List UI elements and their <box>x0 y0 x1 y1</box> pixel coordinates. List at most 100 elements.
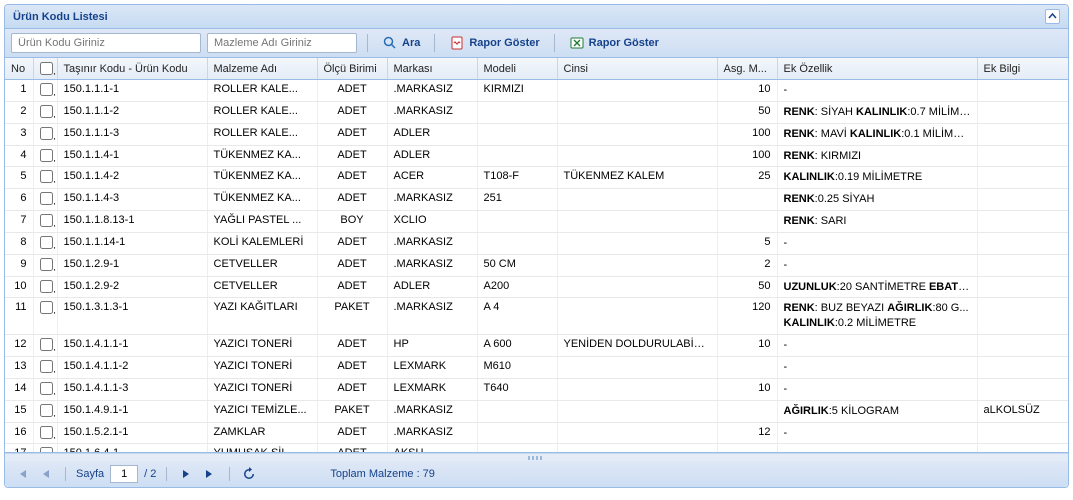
cell-model: 50 CM <box>477 254 557 276</box>
cell-asg <box>717 356 777 378</box>
cell-no: 4 <box>5 145 33 167</box>
row-checkbox[interactable] <box>40 149 53 162</box>
col-asg[interactable]: Asg. M... <box>717 58 777 80</box>
cell-kodu: 150.1.1.4-1 <box>57 145 207 167</box>
first-page-button[interactable] <box>13 465 31 483</box>
report-pdf-button[interactable]: Rapor Göster <box>445 33 543 53</box>
table-row[interactable]: 16150.1.5.2.1-1ZAMKLARADET.MARKASIZ12- <box>5 422 1068 444</box>
cell-bilgi <box>977 123 1068 145</box>
cell-asg: 50 <box>717 101 777 123</box>
cell-ad: YAZI KAĞITLARI <box>207 298 317 335</box>
next-page-button[interactable] <box>177 465 195 483</box>
cell-kodu: 150.1.4.1.1-1 <box>57 335 207 357</box>
row-checkbox[interactable] <box>40 382 53 395</box>
cell-model: A200 <box>477 276 557 298</box>
col-cins[interactable]: Cinsi <box>557 58 717 80</box>
row-checkbox[interactable] <box>40 360 53 373</box>
table-row[interactable]: 4150.1.1.4-1TÜKENMEZ KA...ADETADLER100RE… <box>5 145 1068 167</box>
row-checkbox[interactable] <box>40 214 53 227</box>
table-row[interactable]: 2150.1.1.1-2ROLLER KALE...ADET.MARKASIZ5… <box>5 101 1068 123</box>
cell-ad: TÜKENMEZ KA... <box>207 145 317 167</box>
col-no[interactable]: No <box>5 58 33 80</box>
cell-marka: .MARKASIZ <box>387 254 477 276</box>
table-row[interactable]: 15150.1.4.9.1-1YAZICI TEMİZLE...PAKET.MA… <box>5 400 1068 422</box>
cell-checkbox <box>33 254 57 276</box>
table-row[interactable]: 3150.1.1.1-3ROLLER KALE...ADETADLER100RE… <box>5 123 1068 145</box>
cell-bilgi <box>977 356 1068 378</box>
table-row[interactable]: 5150.1.1.4-2TÜKENMEZ KA...ADETACERT108-F… <box>5 167 1068 189</box>
row-checkbox[interactable] <box>40 404 53 417</box>
cell-checkbox <box>33 298 57 335</box>
row-checkbox[interactable] <box>40 301 53 314</box>
row-checkbox[interactable] <box>40 170 53 183</box>
cell-model <box>477 211 557 233</box>
cell-bilgi <box>977 335 1068 357</box>
cell-olcu: BOY <box>317 211 387 233</box>
refresh-button[interactable] <box>240 465 258 483</box>
product-code-input[interactable] <box>11 33 201 53</box>
cell-no: 16 <box>5 422 33 444</box>
row-checkbox[interactable] <box>40 127 53 140</box>
cell-bilgi <box>977 80 1068 102</box>
row-checkbox[interactable] <box>40 338 53 351</box>
cell-marka: ADLER <box>387 276 477 298</box>
table-row[interactable]: 1150.1.1.1-1ROLLER KALE...ADET.MARKASIZK… <box>5 80 1068 102</box>
cell-ek: UZUNLUK:20 SANTİMETRE EBAT / ... <box>777 276 977 298</box>
grid-scroll[interactable]: No Taşınır Kodu - Ürün Kodu Malzeme Adı … <box>5 58 1068 453</box>
select-all-checkbox[interactable] <box>40 62 53 75</box>
col-bilgi[interactable]: Ek Bilgi <box>977 58 1068 80</box>
report-pdf-label: Rapor Göster <box>469 37 539 49</box>
cell-marka: ADLER <box>387 145 477 167</box>
table-row[interactable]: 6150.1.1.4-3TÜKENMEZ KA...ADET.MARKASIZ2… <box>5 189 1068 211</box>
table-row[interactable]: 9150.1.2.9-1CETVELLERADET.MARKASIZ50 CM2… <box>5 254 1068 276</box>
row-checkbox[interactable] <box>40 83 53 96</box>
table-row[interactable]: 13150.1.4.1.1-2YAZICI TONERİADETLEXMARKM… <box>5 356 1068 378</box>
page-number-input[interactable] <box>110 465 138 483</box>
row-checkbox[interactable] <box>40 426 53 439</box>
col-model[interactable]: Modeli <box>477 58 557 80</box>
cell-ad: YAZICI TEMİZLE... <box>207 400 317 422</box>
col-olcu[interactable]: Ölçü Birimi <box>317 58 387 80</box>
table-row[interactable]: 10150.1.2.9-2CETVELLERADETADLERA20050UZU… <box>5 276 1068 298</box>
cell-model <box>477 101 557 123</box>
row-checkbox[interactable] <box>40 280 53 293</box>
cell-ad: CETVELLER <box>207 276 317 298</box>
table-row[interactable]: 12150.1.4.1.1-1YAZICI TONERİADETHPA 600Y… <box>5 335 1068 357</box>
collapse-button[interactable] <box>1045 9 1060 24</box>
col-marka[interactable]: Markası <box>387 58 477 80</box>
cell-ek: - <box>777 378 977 400</box>
cell-model <box>477 400 557 422</box>
report-xls-button[interactable]: Rapor Göster <box>565 33 663 53</box>
col-checkbox[interactable] <box>33 58 57 80</box>
horizontal-splitter[interactable] <box>5 453 1068 461</box>
prev-page-button[interactable] <box>37 465 55 483</box>
row-checkbox[interactable] <box>40 192 53 205</box>
col-ad[interactable]: Malzeme Adı <box>207 58 317 80</box>
cell-asg: 2 <box>717 254 777 276</box>
table-row[interactable]: 17150.1.6.4-1YUMUŞAK SİLADETAKSU <box>5 444 1068 453</box>
cell-checkbox <box>33 276 57 298</box>
material-name-input[interactable] <box>207 33 357 53</box>
cell-ad: ROLLER KALE... <box>207 80 317 102</box>
cell-model: A 4 <box>477 298 557 335</box>
cell-marka: .MARKASIZ <box>387 189 477 211</box>
cell-kodu: 150.1.1.1-1 <box>57 80 207 102</box>
row-checkbox[interactable] <box>40 236 53 249</box>
last-page-button[interactable] <box>201 465 219 483</box>
table-row[interactable]: 11150.1.3.1.3-1YAZI KAĞITLARIPAKET.MARKA… <box>5 298 1068 335</box>
cell-asg <box>717 400 777 422</box>
cell-olcu: ADET <box>317 167 387 189</box>
table-row[interactable]: 8150.1.1.14-1KOLİ KALEMLERİADET.MARKASIZ… <box>5 232 1068 254</box>
cell-marka: .MARKASIZ <box>387 400 477 422</box>
row-checkbox[interactable] <box>40 258 53 271</box>
cell-marka: HP <box>387 335 477 357</box>
col-ek[interactable]: Ek Özellik <box>777 58 977 80</box>
cell-cins <box>557 422 717 444</box>
cell-no: 2 <box>5 101 33 123</box>
cell-kodu: 150.1.4.1.1-2 <box>57 356 207 378</box>
search-button[interactable]: Ara <box>378 33 424 53</box>
table-row[interactable]: 14150.1.4.1.1-3YAZICI TONERİADETLEXMARKT… <box>5 378 1068 400</box>
row-checkbox[interactable] <box>40 105 53 118</box>
col-kodu[interactable]: Taşınır Kodu - Ürün Kodu <box>57 58 207 80</box>
table-row[interactable]: 7150.1.1.8.13-1YAĞLI PASTEL ...BOYXCLIOR… <box>5 211 1068 233</box>
